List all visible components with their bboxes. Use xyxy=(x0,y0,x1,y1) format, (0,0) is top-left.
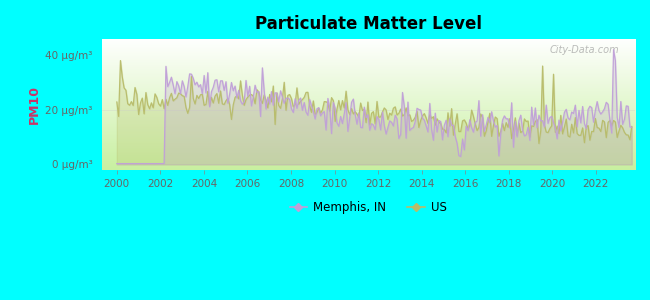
Title: Particulate Matter Level: Particulate Matter Level xyxy=(255,15,482,33)
Legend: Memphis, IN, US: Memphis, IN, US xyxy=(285,196,452,219)
Text: City-Data.com: City-Data.com xyxy=(549,45,619,55)
Y-axis label: PM10: PM10 xyxy=(28,85,41,124)
